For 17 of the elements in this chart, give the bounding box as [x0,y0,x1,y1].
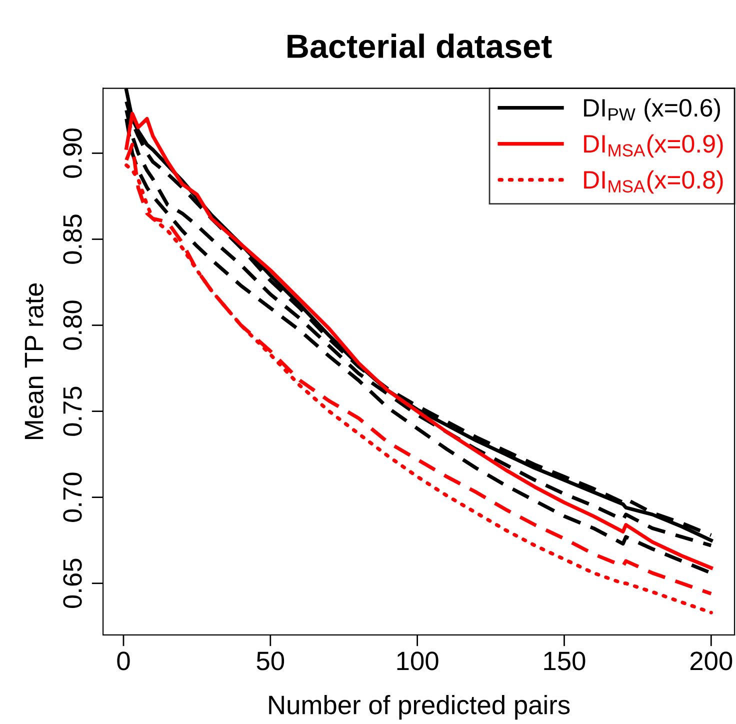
y-tick-label: 0.80 [63,300,82,350]
y-tick-label: 0.90 [63,128,82,178]
legend-label: DI$_{PW}$ (x=0.6) [584,98,720,122]
x-tick-label: 150 [544,652,586,670]
x-tick-label: 50 [256,652,284,670]
x-tick-label: 0 [117,652,130,670]
x-tick-label: 200 [690,652,732,670]
y-tick-label: 0.85 [63,214,82,264]
chart-title: Bacterial dataset [288,34,552,58]
x-axis-title: Number of predicted pairs [269,694,570,720]
y-tick-label: 0.65 [63,558,82,608]
legend-label: DI$_{MSA}$(x=0.9) [584,134,723,158]
y-axis-title: Mean TP rate [24,283,44,439]
legend-label: DI$_{MSA}$(x=0.8) [584,170,723,194]
y-tick-label: 0.70 [63,472,82,522]
x-tick-label: 100 [397,652,438,670]
y-tick-label: 0.75 [63,386,82,436]
